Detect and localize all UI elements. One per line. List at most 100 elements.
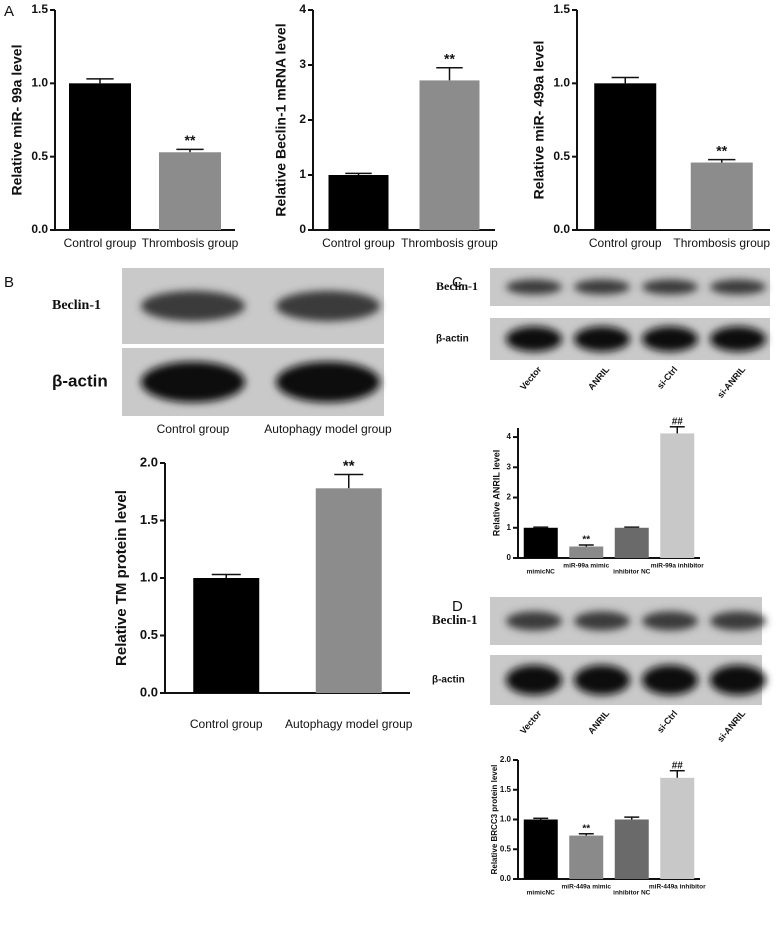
blot-band bbox=[574, 326, 630, 352]
y-tick-label: 0.5 bbox=[31, 149, 48, 163]
y-tick-label: 0.0 bbox=[500, 874, 512, 883]
lane-label: Control group bbox=[157, 422, 230, 436]
blot-band bbox=[574, 665, 630, 695]
bar bbox=[660, 777, 695, 879]
bar bbox=[193, 578, 260, 693]
lane-label: ANRIL bbox=[586, 364, 612, 392]
y-tick-label: 2.0 bbox=[140, 454, 158, 469]
x-tick-label: Control group bbox=[190, 717, 263, 731]
y-tick-label: 1 bbox=[299, 167, 306, 181]
y-tick-label: 1.5 bbox=[31, 2, 48, 16]
y-tick-label: 1 bbox=[507, 523, 512, 532]
blot-band bbox=[710, 279, 766, 295]
y-tick-label: 0.0 bbox=[31, 222, 48, 236]
y-tick-label: 1.0 bbox=[500, 815, 512, 824]
x-tick-label: Thrombosis group bbox=[673, 236, 770, 250]
x-tick-label: Thrombosis group bbox=[401, 236, 498, 250]
y-axis-title: Relative ANRIL level bbox=[491, 450, 501, 537]
lane-label: Vector bbox=[518, 364, 544, 392]
lane-label: Vector bbox=[518, 708, 544, 736]
lane-label: si-ANRIL bbox=[715, 364, 747, 400]
significance: ## bbox=[672, 416, 684, 427]
panel-letter: D bbox=[452, 598, 463, 615]
y-tick-label: 1.0 bbox=[553, 76, 570, 90]
y-tick-label: 1.5 bbox=[500, 785, 512, 794]
blot-band bbox=[506, 279, 562, 295]
y-axis-title: Relative Beclin-1 mRNA level bbox=[273, 23, 289, 216]
x-tick-label: mimicNC bbox=[527, 569, 555, 576]
x-tick-label: miR-449a mimic bbox=[562, 884, 612, 891]
blot-row-label: Beclin-1 bbox=[52, 298, 101, 313]
blot-band bbox=[506, 611, 562, 631]
x-tick-label: Autophagy model group bbox=[285, 717, 413, 731]
lane-label: si-Ctrl bbox=[655, 364, 679, 390]
x-tick-label: inhibitor NC bbox=[613, 890, 650, 897]
x-tick-label: Control group bbox=[589, 236, 662, 250]
y-tick-label: 0.5 bbox=[140, 627, 158, 642]
y-tick-label: 2 bbox=[299, 112, 306, 126]
bar bbox=[614, 527, 649, 558]
blot-band bbox=[642, 611, 698, 631]
significance: ** bbox=[185, 132, 196, 148]
x-tick-label: Thrombosis group bbox=[142, 236, 239, 250]
bar bbox=[419, 80, 480, 231]
blot-row-label: Beclin-1 bbox=[432, 612, 478, 627]
bar bbox=[614, 819, 649, 879]
blot-row-label: β-actin bbox=[436, 334, 469, 345]
y-tick-label: 1.5 bbox=[140, 512, 158, 527]
lane-label: ANRIL bbox=[586, 708, 612, 736]
lane-label: si-Ctrl bbox=[655, 708, 679, 734]
significance: ** bbox=[716, 142, 727, 158]
bar bbox=[569, 835, 604, 879]
y-tick-label: 0.5 bbox=[500, 844, 512, 853]
significance: ** bbox=[582, 535, 590, 546]
blot-band bbox=[276, 290, 380, 322]
y-axis-title: Relative TM protein level bbox=[113, 490, 130, 666]
y-tick-label: 3 bbox=[507, 462, 512, 471]
y-tick-label: 3 bbox=[299, 57, 306, 71]
y-tick-label: 0.0 bbox=[553, 222, 570, 236]
y-tick-label: 1.5 bbox=[553, 2, 570, 16]
blot-band bbox=[642, 326, 698, 352]
bar bbox=[315, 488, 382, 693]
blot-row-label: Beclin-1 bbox=[436, 279, 478, 293]
y-tick-label: 0.5 bbox=[553, 149, 570, 163]
blot-band bbox=[710, 326, 766, 352]
x-tick-label: Control group bbox=[64, 236, 137, 250]
bar bbox=[594, 83, 657, 230]
y-tick-label: 1.0 bbox=[140, 569, 158, 584]
y-tick-label: 0.0 bbox=[140, 684, 158, 699]
blot-row-label: β-actin bbox=[432, 675, 465, 686]
y-tick-label: 2 bbox=[507, 493, 512, 502]
blot-band bbox=[141, 361, 245, 403]
blot-band bbox=[506, 326, 562, 352]
bar bbox=[69, 83, 131, 230]
x-tick-label: mimicNC bbox=[527, 890, 555, 897]
blot-row-label: β-actin bbox=[52, 371, 108, 390]
bar bbox=[690, 162, 753, 230]
significance: ** bbox=[343, 457, 355, 474]
significance: ** bbox=[444, 50, 455, 66]
y-axis-title: Relative BRCC3 protein level bbox=[490, 765, 499, 875]
blot-band bbox=[574, 279, 630, 295]
lane-label: si-ANRIL bbox=[715, 708, 747, 744]
bar bbox=[523, 527, 558, 558]
x-tick-label: miR-99a inhibitor bbox=[651, 563, 705, 570]
bar bbox=[569, 546, 604, 558]
blot-band bbox=[574, 611, 630, 631]
blot-band bbox=[642, 279, 698, 295]
x-tick-label: miR-99a mimic bbox=[563, 563, 609, 570]
y-tick-label: 4 bbox=[507, 432, 512, 441]
blot-band bbox=[710, 665, 766, 695]
bar bbox=[660, 433, 695, 558]
significance: ## bbox=[672, 760, 684, 771]
significance: ** bbox=[582, 823, 590, 834]
panel-letter: A bbox=[4, 3, 14, 20]
blot-band bbox=[141, 290, 245, 322]
lane-label: Autophagy model group bbox=[264, 422, 392, 436]
bar bbox=[523, 819, 558, 879]
panel-letter: C bbox=[452, 274, 463, 291]
panel-letter: B bbox=[4, 274, 14, 291]
